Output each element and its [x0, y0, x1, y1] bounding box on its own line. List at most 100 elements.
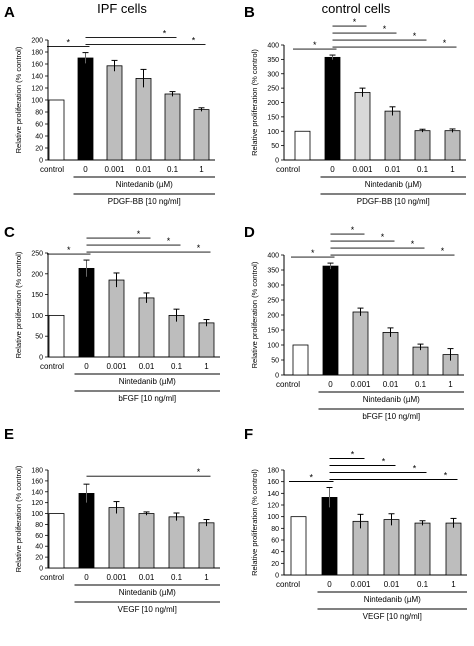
- x-tick-label: 0.01: [384, 580, 400, 589]
- x-axis-label: Nintedanib (µM): [365, 180, 422, 189]
- bar-0.1: [412, 346, 429, 376]
- significance-star: *: [197, 467, 201, 477]
- y-tick-label: 60: [271, 538, 279, 545]
- bar-0.01: [382, 331, 399, 376]
- y-tick-label: 200: [267, 100, 279, 107]
- bar-1: [193, 109, 210, 161]
- y-tick-label: 160: [267, 479, 279, 486]
- panel-letter-b: B: [244, 4, 255, 21]
- y-tick-label: 40: [35, 544, 43, 551]
- bar-0.1: [414, 522, 431, 576]
- bar-0: [324, 56, 341, 161]
- significance-star: *: [413, 464, 417, 474]
- significance-star: *: [441, 246, 445, 256]
- y-tick-label: 0: [275, 573, 279, 580]
- y-tick-label: 200: [267, 313, 279, 320]
- x-tick-label: 0.01: [139, 573, 155, 582]
- y-tick-label: 350: [267, 57, 279, 64]
- x-axis-label: Nintedanib (µM): [363, 395, 420, 404]
- x-tick-label: 1: [451, 580, 456, 589]
- bar-0.001: [354, 92, 371, 161]
- y-tick-label: 120: [31, 86, 43, 93]
- y-tick-label: 180: [31, 50, 43, 57]
- significance-star: *: [309, 473, 313, 483]
- panel-letter-e: E: [4, 426, 14, 443]
- chart-panel-a: 0 20 40 60 80 100 120 140 160 180 200 Relative prol…: [14, 29, 215, 206]
- chart-panel-e: 0 20 40 60 80 100 120 140 160 180 Relative prolife…: [14, 465, 220, 614]
- x-tick-label: 1: [448, 380, 453, 389]
- y-tick-label: 400: [267, 253, 279, 260]
- y-axis-label: Relative proliferation (% control): [250, 261, 259, 368]
- y-tick-label: 180: [31, 468, 43, 475]
- bar-control: [48, 99, 65, 161]
- y-tick-label: 150: [267, 328, 279, 335]
- significance-star: *: [66, 38, 70, 48]
- x-tick-label: 0.001: [106, 362, 127, 371]
- y-tick-label: 0: [39, 566, 43, 573]
- x-tick-label: 0.01: [383, 380, 399, 389]
- x-tick-label: 1: [204, 362, 209, 371]
- significance-star: *: [444, 471, 448, 481]
- y-tick-label: 140: [267, 491, 279, 498]
- y-tick-label: 250: [31, 251, 43, 258]
- bar-0.001: [352, 520, 369, 576]
- bar-0.1: [414, 130, 431, 161]
- bar-0.001: [108, 279, 125, 358]
- y-tick-label: 20: [35, 555, 43, 562]
- x-axis-label: Nintedanib (µM): [116, 180, 173, 189]
- bar-0.01: [383, 519, 400, 576]
- chart-panel-b: 0 50 100 150 200 250 300 350 400 Relative prolife…: [250, 17, 466, 206]
- growth-factor-label: PDGF-BB [10 ng/ml]: [357, 197, 430, 206]
- bar-control: [48, 513, 65, 569]
- column-title-control: control cells: [322, 1, 391, 16]
- y-tick-label: 180: [267, 468, 279, 475]
- significance-star: *: [353, 17, 357, 27]
- x-tick-label: control: [276, 580, 300, 589]
- panel-letter-a: A: [4, 4, 15, 21]
- y-tick-label: 250: [267, 86, 279, 93]
- growth-factor-label: VEGF [10 ng/ml]: [363, 612, 422, 621]
- y-tick-label: 150: [267, 114, 279, 121]
- significance-star: *: [381, 232, 385, 242]
- bar-0.001: [352, 311, 369, 376]
- y-axis-label: Relative proliferation (% control): [14, 251, 23, 358]
- significance-star: *: [383, 24, 387, 34]
- growth-factor-label: bFGF [10 ng/ml]: [362, 412, 420, 421]
- y-tick-label: 140: [31, 74, 43, 81]
- bar-1: [198, 522, 215, 569]
- y-tick-label: 40: [35, 134, 43, 141]
- bar-0.01: [138, 513, 155, 569]
- y-tick-label: 400: [267, 43, 279, 50]
- bar-0.001: [108, 507, 125, 569]
- y-tick-label: 50: [35, 334, 43, 341]
- significance-star: *: [137, 229, 141, 239]
- chart-panel-c: 0 50 100 150 200 250 Relative proliferation (%…: [14, 229, 220, 403]
- x-tick-label: 0.001: [350, 580, 371, 589]
- y-tick-label: 100: [31, 98, 43, 105]
- x-tick-label: 0.001: [352, 165, 373, 174]
- x-axis-label: Nintedanib (µM): [364, 595, 421, 604]
- bar-0.1: [164, 93, 181, 161]
- growth-factor-label: VEGF [10 ng/ml]: [118, 605, 177, 614]
- y-tick-label: 50: [271, 358, 279, 365]
- bar-1: [444, 130, 461, 161]
- panel-letter-d: D: [244, 224, 255, 241]
- y-tick-label: 100: [267, 343, 279, 350]
- x-axis-label: Nintedanib (µM): [119, 377, 176, 386]
- bar-control: [290, 516, 307, 576]
- y-tick-label: 200: [31, 271, 43, 278]
- y-tick-label: 200: [31, 38, 43, 45]
- y-tick-label: 100: [31, 313, 43, 320]
- y-tick-label: 160: [31, 62, 43, 69]
- y-axis-label: Relative proliferation (% control): [14, 465, 23, 572]
- y-tick-label: 100: [31, 511, 43, 518]
- significance-star: *: [197, 243, 201, 253]
- y-tick-label: 60: [35, 122, 43, 129]
- bar-0.001: [106, 65, 123, 161]
- panel-letter-f: F: [244, 426, 253, 443]
- y-tick-label: 300: [267, 283, 279, 290]
- y-tick-label: 250: [267, 298, 279, 305]
- y-axis-label: Relative proliferation (% control): [14, 46, 23, 153]
- significance-star: *: [67, 245, 71, 255]
- x-tick-label: 0: [83, 165, 88, 174]
